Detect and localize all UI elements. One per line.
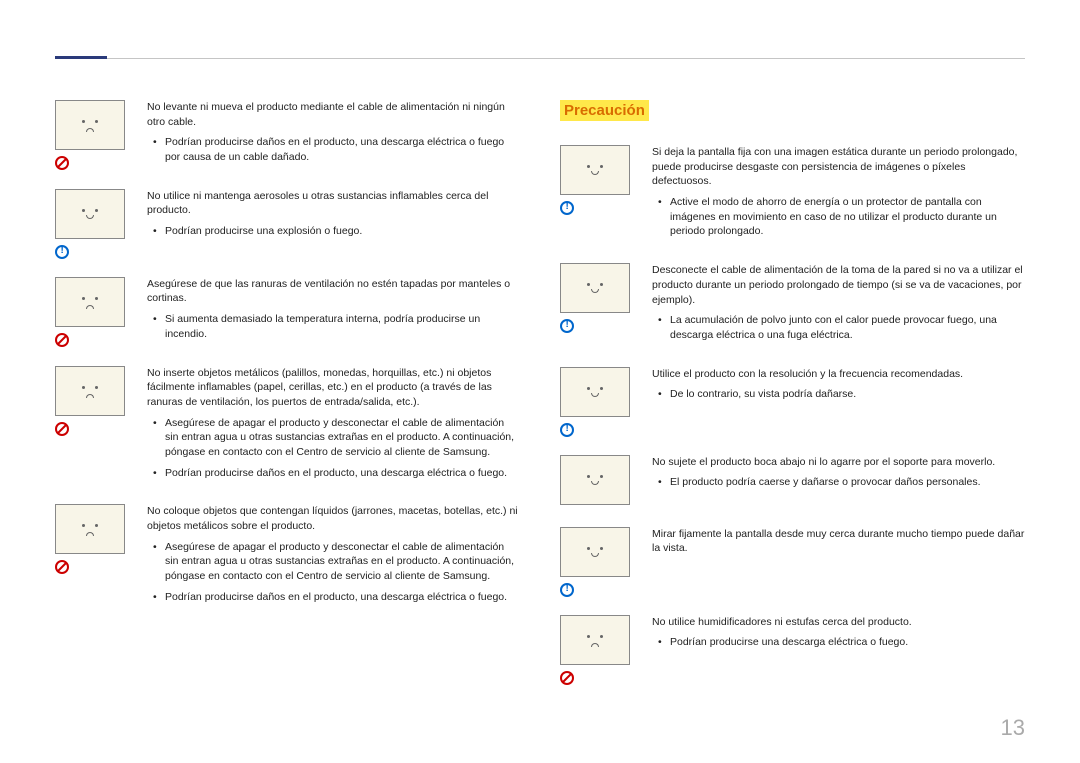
bullet-item: Asegúrese de apagar el producto y descon… bbox=[165, 416, 520, 460]
item-intro: Asegúrese de que las ranuras de ventilac… bbox=[147, 277, 520, 306]
illustration bbox=[560, 367, 630, 417]
icon-column bbox=[55, 277, 125, 348]
info-icon bbox=[55, 245, 69, 259]
safety-item: No coloque objetos que contengan líquido… bbox=[55, 504, 520, 610]
info-icon bbox=[560, 423, 574, 437]
bullet-list: El producto podría caerse y dañarse o pr… bbox=[652, 475, 1025, 490]
bullet-item: Podrían producirse daños en el producto,… bbox=[165, 466, 520, 481]
bullet-item: El producto podría caerse y dañarse o pr… bbox=[670, 475, 1025, 490]
text-column: No levante ni mueva el producto mediante… bbox=[147, 100, 520, 171]
item-intro: No utilice humidificadores ni estufas ce… bbox=[652, 615, 1025, 630]
bullet-item: Podrían producirse daños en el producto,… bbox=[165, 590, 520, 605]
item-intro: Si deja la pantalla fija con una imagen … bbox=[652, 145, 1025, 189]
icon-column bbox=[55, 366, 125, 487]
safety-item: No levante ni mueva el producto mediante… bbox=[55, 100, 520, 171]
illustration bbox=[55, 504, 125, 554]
safety-item: Desconecte el cable de alimentación de l… bbox=[560, 263, 1025, 348]
info-icon bbox=[560, 201, 574, 215]
left-column: No levante ni mueva el producto mediante… bbox=[55, 100, 520, 703]
icon-column bbox=[560, 615, 630, 685]
item-intro: No levante ni mueva el producto mediante… bbox=[147, 100, 520, 129]
icon-column bbox=[560, 367, 630, 437]
illustration bbox=[55, 366, 125, 416]
icon-column bbox=[560, 145, 630, 245]
illustration bbox=[560, 615, 630, 665]
bullet-list: Podrían producirse una descarga eléctric… bbox=[652, 635, 1025, 650]
text-column: Desconecte el cable de alimentación de l… bbox=[652, 263, 1025, 348]
text-column: Asegúrese de que las ranuras de ventilac… bbox=[147, 277, 520, 348]
item-intro: No sujete el producto boca abajo ni lo a… bbox=[652, 455, 1025, 470]
illustration bbox=[560, 145, 630, 195]
bullet-item: Si aumenta demasiado la temperatura inte… bbox=[165, 312, 520, 341]
item-intro: Mirar fijamente la pantalla desde muy ce… bbox=[652, 527, 1025, 556]
bullet-item: Podrían producirse una descarga eléctric… bbox=[670, 635, 1025, 650]
prohibit-icon bbox=[55, 333, 69, 347]
bullet-list: Asegúrese de apagar el producto y descon… bbox=[147, 416, 520, 481]
page-number: 13 bbox=[1001, 715, 1025, 741]
bullet-item: Asegúrese de apagar el producto y descon… bbox=[165, 540, 520, 584]
item-intro: Utilice el producto con la resolución y … bbox=[652, 367, 1025, 382]
illustration bbox=[55, 189, 125, 239]
bullet-list: Si aumenta demasiado la temperatura inte… bbox=[147, 312, 520, 341]
bullet-item: De lo contrario, su vista podría dañarse… bbox=[670, 387, 1025, 402]
item-intro: Desconecte el cable de alimentación de l… bbox=[652, 263, 1025, 307]
illustration bbox=[560, 527, 630, 577]
bullet-item: La acumulación de polvo junto con el cal… bbox=[670, 313, 1025, 342]
text-column: Mirar fijamente la pantalla desde muy ce… bbox=[652, 527, 1025, 597]
icon-column bbox=[55, 189, 125, 259]
safety-item: Mirar fijamente la pantalla desde muy ce… bbox=[560, 527, 1025, 597]
icon-column bbox=[560, 455, 630, 509]
bullet-list: Podrían producirse daños en el producto,… bbox=[147, 135, 520, 164]
bullet-list: Asegúrese de apagar el producto y descon… bbox=[147, 540, 520, 605]
bullet-item: Podrían producirse daños en el producto,… bbox=[165, 135, 520, 164]
bullet-list: De lo contrario, su vista podría dañarse… bbox=[652, 387, 1025, 402]
safety-item: Asegúrese de que las ranuras de ventilac… bbox=[55, 277, 520, 348]
text-column: No utilice ni mantenga aerosoles u otras… bbox=[147, 189, 520, 259]
bullet-item: Podrían producirse una explosión o fuego… bbox=[165, 224, 520, 239]
bullet-item: Active el modo de ahorro de energía o un… bbox=[670, 195, 1025, 239]
right-column: Precaución Si deja la pantalla fija con … bbox=[560, 100, 1025, 703]
safety-item: Utilice el producto con la resolución y … bbox=[560, 367, 1025, 437]
text-column: No inserte objetos metálicos (palillos, … bbox=[147, 366, 520, 487]
section-title-precaution: Precaución bbox=[560, 100, 649, 121]
prohibit-icon bbox=[55, 560, 69, 574]
bullet-list: Podrían producirse una explosión o fuego… bbox=[147, 224, 520, 239]
header-divider bbox=[55, 58, 1025, 59]
icon-column bbox=[55, 100, 125, 171]
content-columns: No levante ni mueva el producto mediante… bbox=[55, 100, 1025, 703]
item-intro: No inserte objetos metálicos (palillos, … bbox=[147, 366, 520, 410]
text-column: No coloque objetos que contengan líquido… bbox=[147, 504, 520, 610]
info-icon bbox=[560, 319, 574, 333]
bullet-list: Active el modo de ahorro de energía o un… bbox=[652, 195, 1025, 239]
header-accent-bar bbox=[55, 56, 107, 59]
icon-column bbox=[560, 527, 630, 597]
text-column: No utilice humidificadores ni estufas ce… bbox=[652, 615, 1025, 685]
prohibit-icon bbox=[55, 422, 69, 436]
text-column: Si deja la pantalla fija con una imagen … bbox=[652, 145, 1025, 245]
illustration bbox=[55, 277, 125, 327]
prohibit-icon bbox=[560, 671, 574, 685]
illustration bbox=[560, 263, 630, 313]
item-intro: No coloque objetos que contengan líquido… bbox=[147, 504, 520, 533]
item-intro: No utilice ni mantenga aerosoles u otras… bbox=[147, 189, 520, 218]
safety-item: Si deja la pantalla fija con una imagen … bbox=[560, 145, 1025, 245]
safety-item: No utilice humidificadores ni estufas ce… bbox=[560, 615, 1025, 685]
text-column: No sujete el producto boca abajo ni lo a… bbox=[652, 455, 1025, 509]
icon-column bbox=[55, 504, 125, 610]
text-column: Utilice el producto con la resolución y … bbox=[652, 367, 1025, 437]
prohibit-icon bbox=[55, 156, 69, 170]
safety-item: No inserte objetos metálicos (palillos, … bbox=[55, 366, 520, 487]
illustration bbox=[55, 100, 125, 150]
icon-column bbox=[560, 263, 630, 348]
safety-item: No sujete el producto boca abajo ni lo a… bbox=[560, 455, 1025, 509]
illustration bbox=[560, 455, 630, 505]
safety-item: No utilice ni mantenga aerosoles u otras… bbox=[55, 189, 520, 259]
info-icon bbox=[560, 583, 574, 597]
bullet-list: La acumulación de polvo junto con el cal… bbox=[652, 313, 1025, 342]
